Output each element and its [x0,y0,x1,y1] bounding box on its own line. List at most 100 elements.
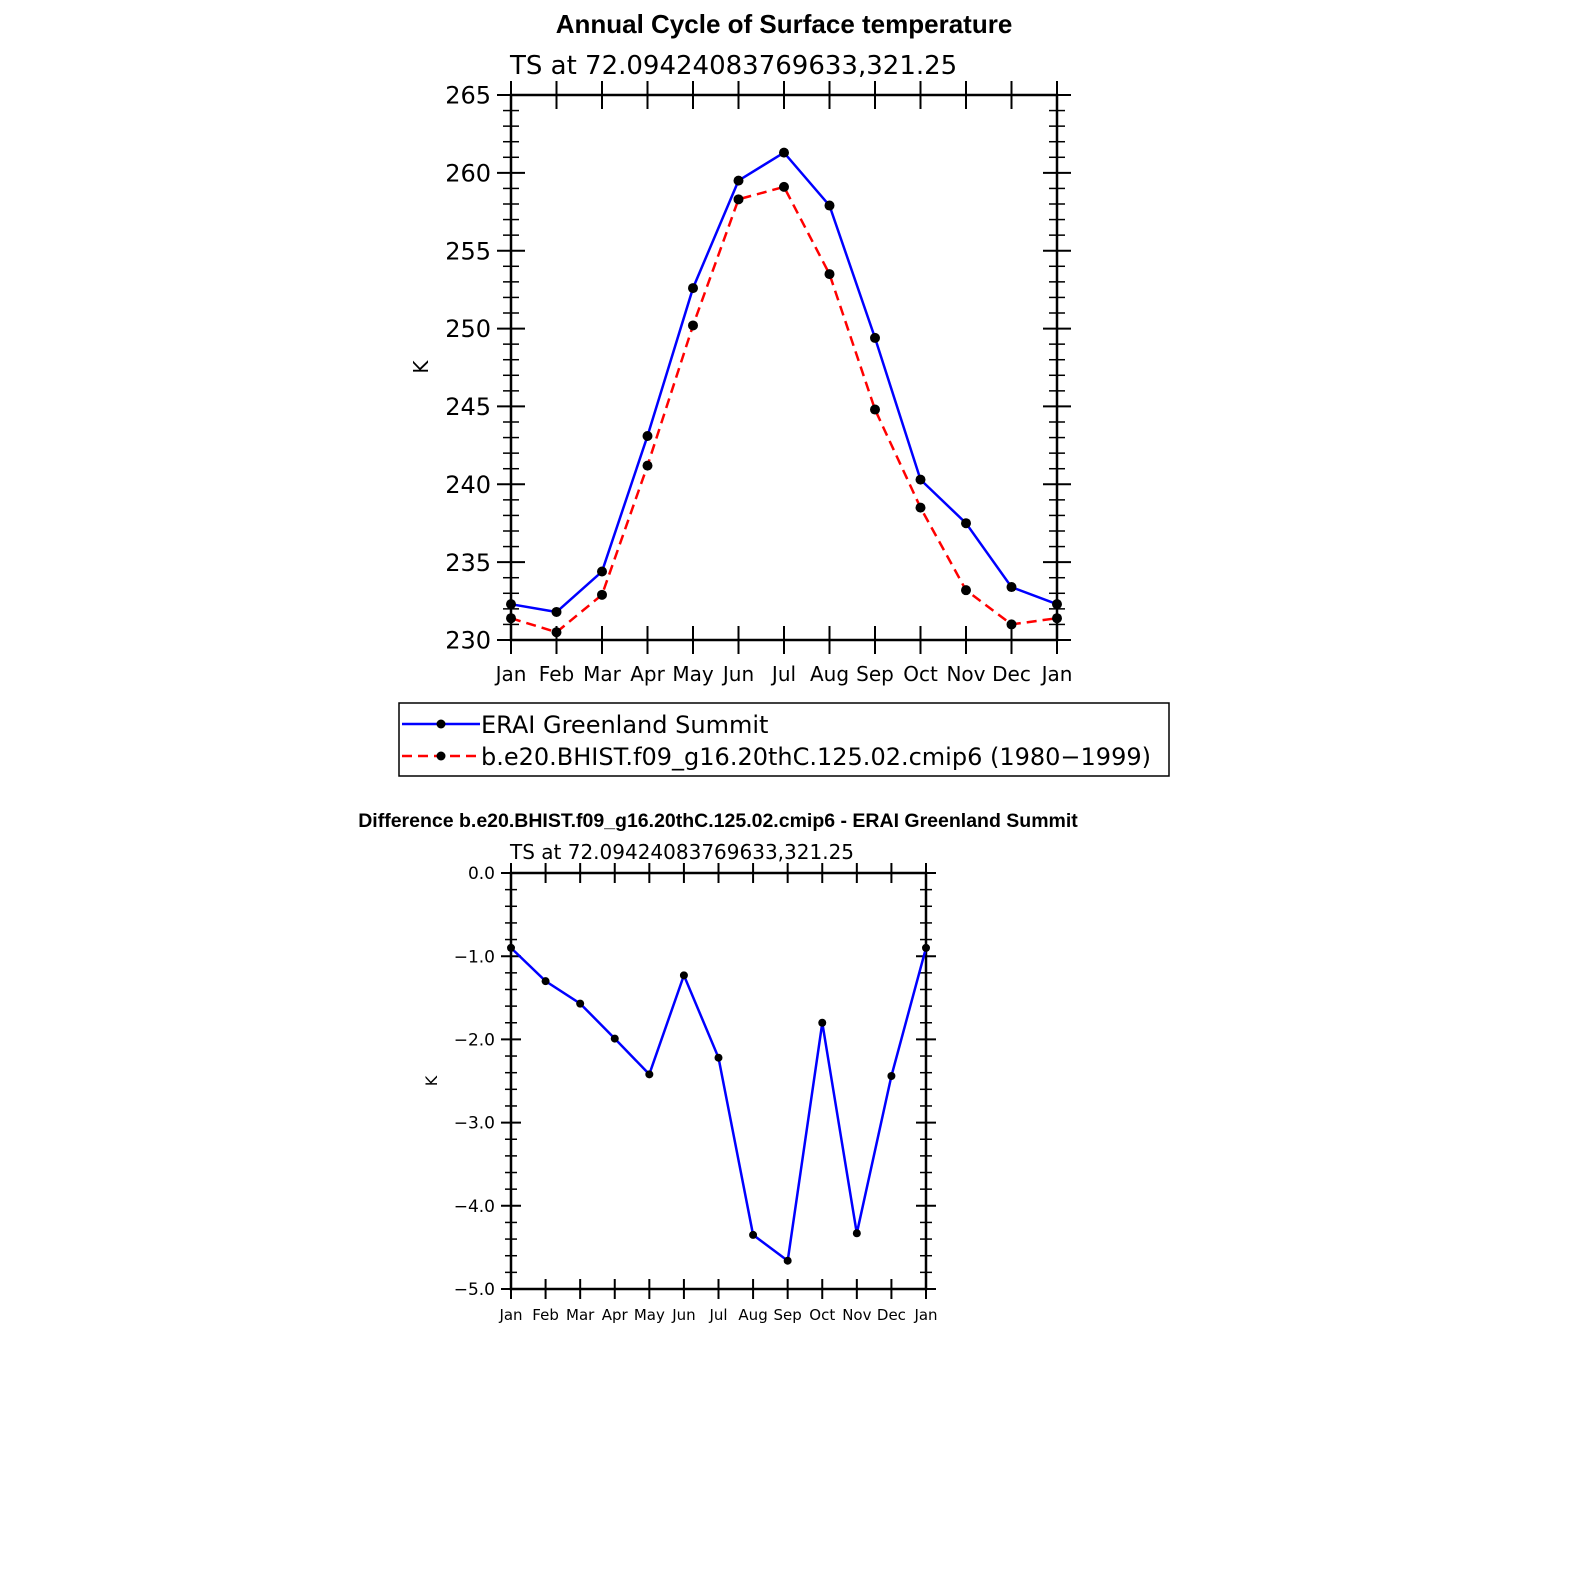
y-tick-label: 245 [445,393,491,421]
series-2-point [551,627,562,638]
series-1-point [645,1070,654,1079]
x-tick-label: Mar [566,1306,595,1324]
chart1-legend: ERAI Greenland Summit b.e20.BHIST.f09_g1… [398,702,1170,777]
y-tick-label: −2.0 [454,1031,495,1051]
x-tick-label: Mar [583,662,622,686]
series-2-point [915,502,926,513]
series-2-point [870,404,880,415]
difference-chart: Difference b.e20.BHIST.f09_g16.20thC.125… [358,810,1078,1324]
x-tick-label: Aug [738,1306,767,1324]
series-1-point [824,200,835,211]
x-tick-label: Nov [842,1306,871,1324]
x-tick-label: Sep [856,662,894,686]
legend-label-1: ERAI Greenland Summit [481,711,768,739]
series-1-point [506,599,516,610]
x-tick-label: Jul [708,1306,727,1324]
x-tick-label: Oct [903,662,938,686]
series-1-point [642,431,653,442]
x-tick-label: May [672,662,714,686]
annual-cycle-chart: Annual Cycle of Surface temperature TS a… [409,9,1072,686]
series-1-point [915,474,926,485]
series-1-point [887,1072,896,1081]
x-tick-label: Jun [721,662,754,686]
x-tick-label: Jan [494,662,527,686]
y-tick-label: −1.0 [454,947,495,967]
y-tick-label: 0.0 [468,864,495,884]
series-1-point [961,518,971,529]
series-2-point [688,320,698,331]
series-2-point [506,613,516,624]
x-tick-label: Jan [1040,662,1073,686]
y-tick-label: −3.0 [454,1114,495,1134]
series-1-point [852,1229,861,1238]
x-tick-label: Jul [770,662,796,686]
x-tick-label: May [634,1306,665,1324]
legend-marker-1 [436,719,446,729]
series-1-point [541,977,550,986]
series-line-1 [510,946,928,1263]
series-1-point [870,332,880,343]
y-tick-label: 240 [445,471,491,499]
chart2-subtitle: TS at 72.09424083769633,321.25 [509,840,854,864]
series-1-point [818,1018,827,1027]
y-tick-label: −5.0 [454,1280,495,1300]
series-1-point [688,283,698,294]
series-line-1 [510,150,1058,614]
legend-label-2: b.e20.BHIST.f09_g16.20thC.125.02.cmip6 (… [481,743,1151,771]
y-tick-label: 255 [445,237,491,265]
x-tick-label: Apr [602,1306,629,1324]
plot-frame [509,871,928,1291]
series-1-point [733,175,744,186]
chart2-axes: −5.0 −4.0 −3.0 −2.0 −1.0 0.0 Jan Feb Mar Apr May Ju… [454,863,938,1324]
x-tick-label: Aug [810,662,849,686]
series-1-point [507,943,515,952]
x-tick-label: Jan [913,1306,937,1324]
y-tick-label: 235 [445,549,491,577]
series-1-point [749,1230,758,1239]
x-tick-label: Feb [532,1306,559,1324]
series-1-point [610,1034,619,1043]
series-2-point [1006,619,1017,630]
y-tick-label: 260 [445,159,491,187]
chart1-axes: 230 235 240 245 250 255 260 265 Jan Feb Mar Apr May J… [445,81,1072,686]
series-1-point [714,1053,723,1062]
series-2-point [961,585,971,596]
series-1-point [576,999,585,1008]
plot-frame [509,93,1059,642]
series-2-point [597,589,607,600]
series-1-point [1006,582,1017,593]
y-tick-label: 265 [445,82,491,110]
x-tick-label: Dec [877,1306,906,1324]
x-tick-label: Jun [671,1306,695,1324]
chart1-series-group [506,147,1062,638]
x-tick-label: Dec [992,662,1031,686]
y-tick-label: 230 [445,627,491,655]
series-2-point [779,181,789,192]
chart2-series-group [507,943,930,1265]
y-tick-label: −4.0 [454,1197,495,1217]
y-tick-label: 250 [445,315,491,343]
series-2-point [642,460,653,471]
legend-marker-2 [436,751,446,761]
series-1-point [783,1256,792,1265]
series-2-point [824,269,835,280]
series-line-2 [510,185,1058,634]
series-2-point [733,194,744,205]
chart2-ylabel: K [422,1075,441,1086]
series-1-point [1052,599,1062,610]
series-1-point [551,606,562,617]
series-2-point [1052,613,1062,624]
chart1-ylabel: K [409,360,433,374]
chart2-title: Difference b.e20.BHIST.f09_g16.20thC.125… [358,810,1078,832]
x-tick-label: Jan [498,1306,522,1324]
x-tick-label: Sep [774,1306,802,1324]
x-tick-label: Feb [539,662,574,686]
series-1-point [597,566,607,577]
legend-box [398,702,1170,777]
x-tick-label: Nov [946,662,985,686]
chart1-subtitle: TS at 72.09424083769633,321.25 [509,51,957,81]
series-1-point [922,943,930,952]
x-tick-label: Apr [630,662,665,686]
series-1-point [679,971,688,980]
